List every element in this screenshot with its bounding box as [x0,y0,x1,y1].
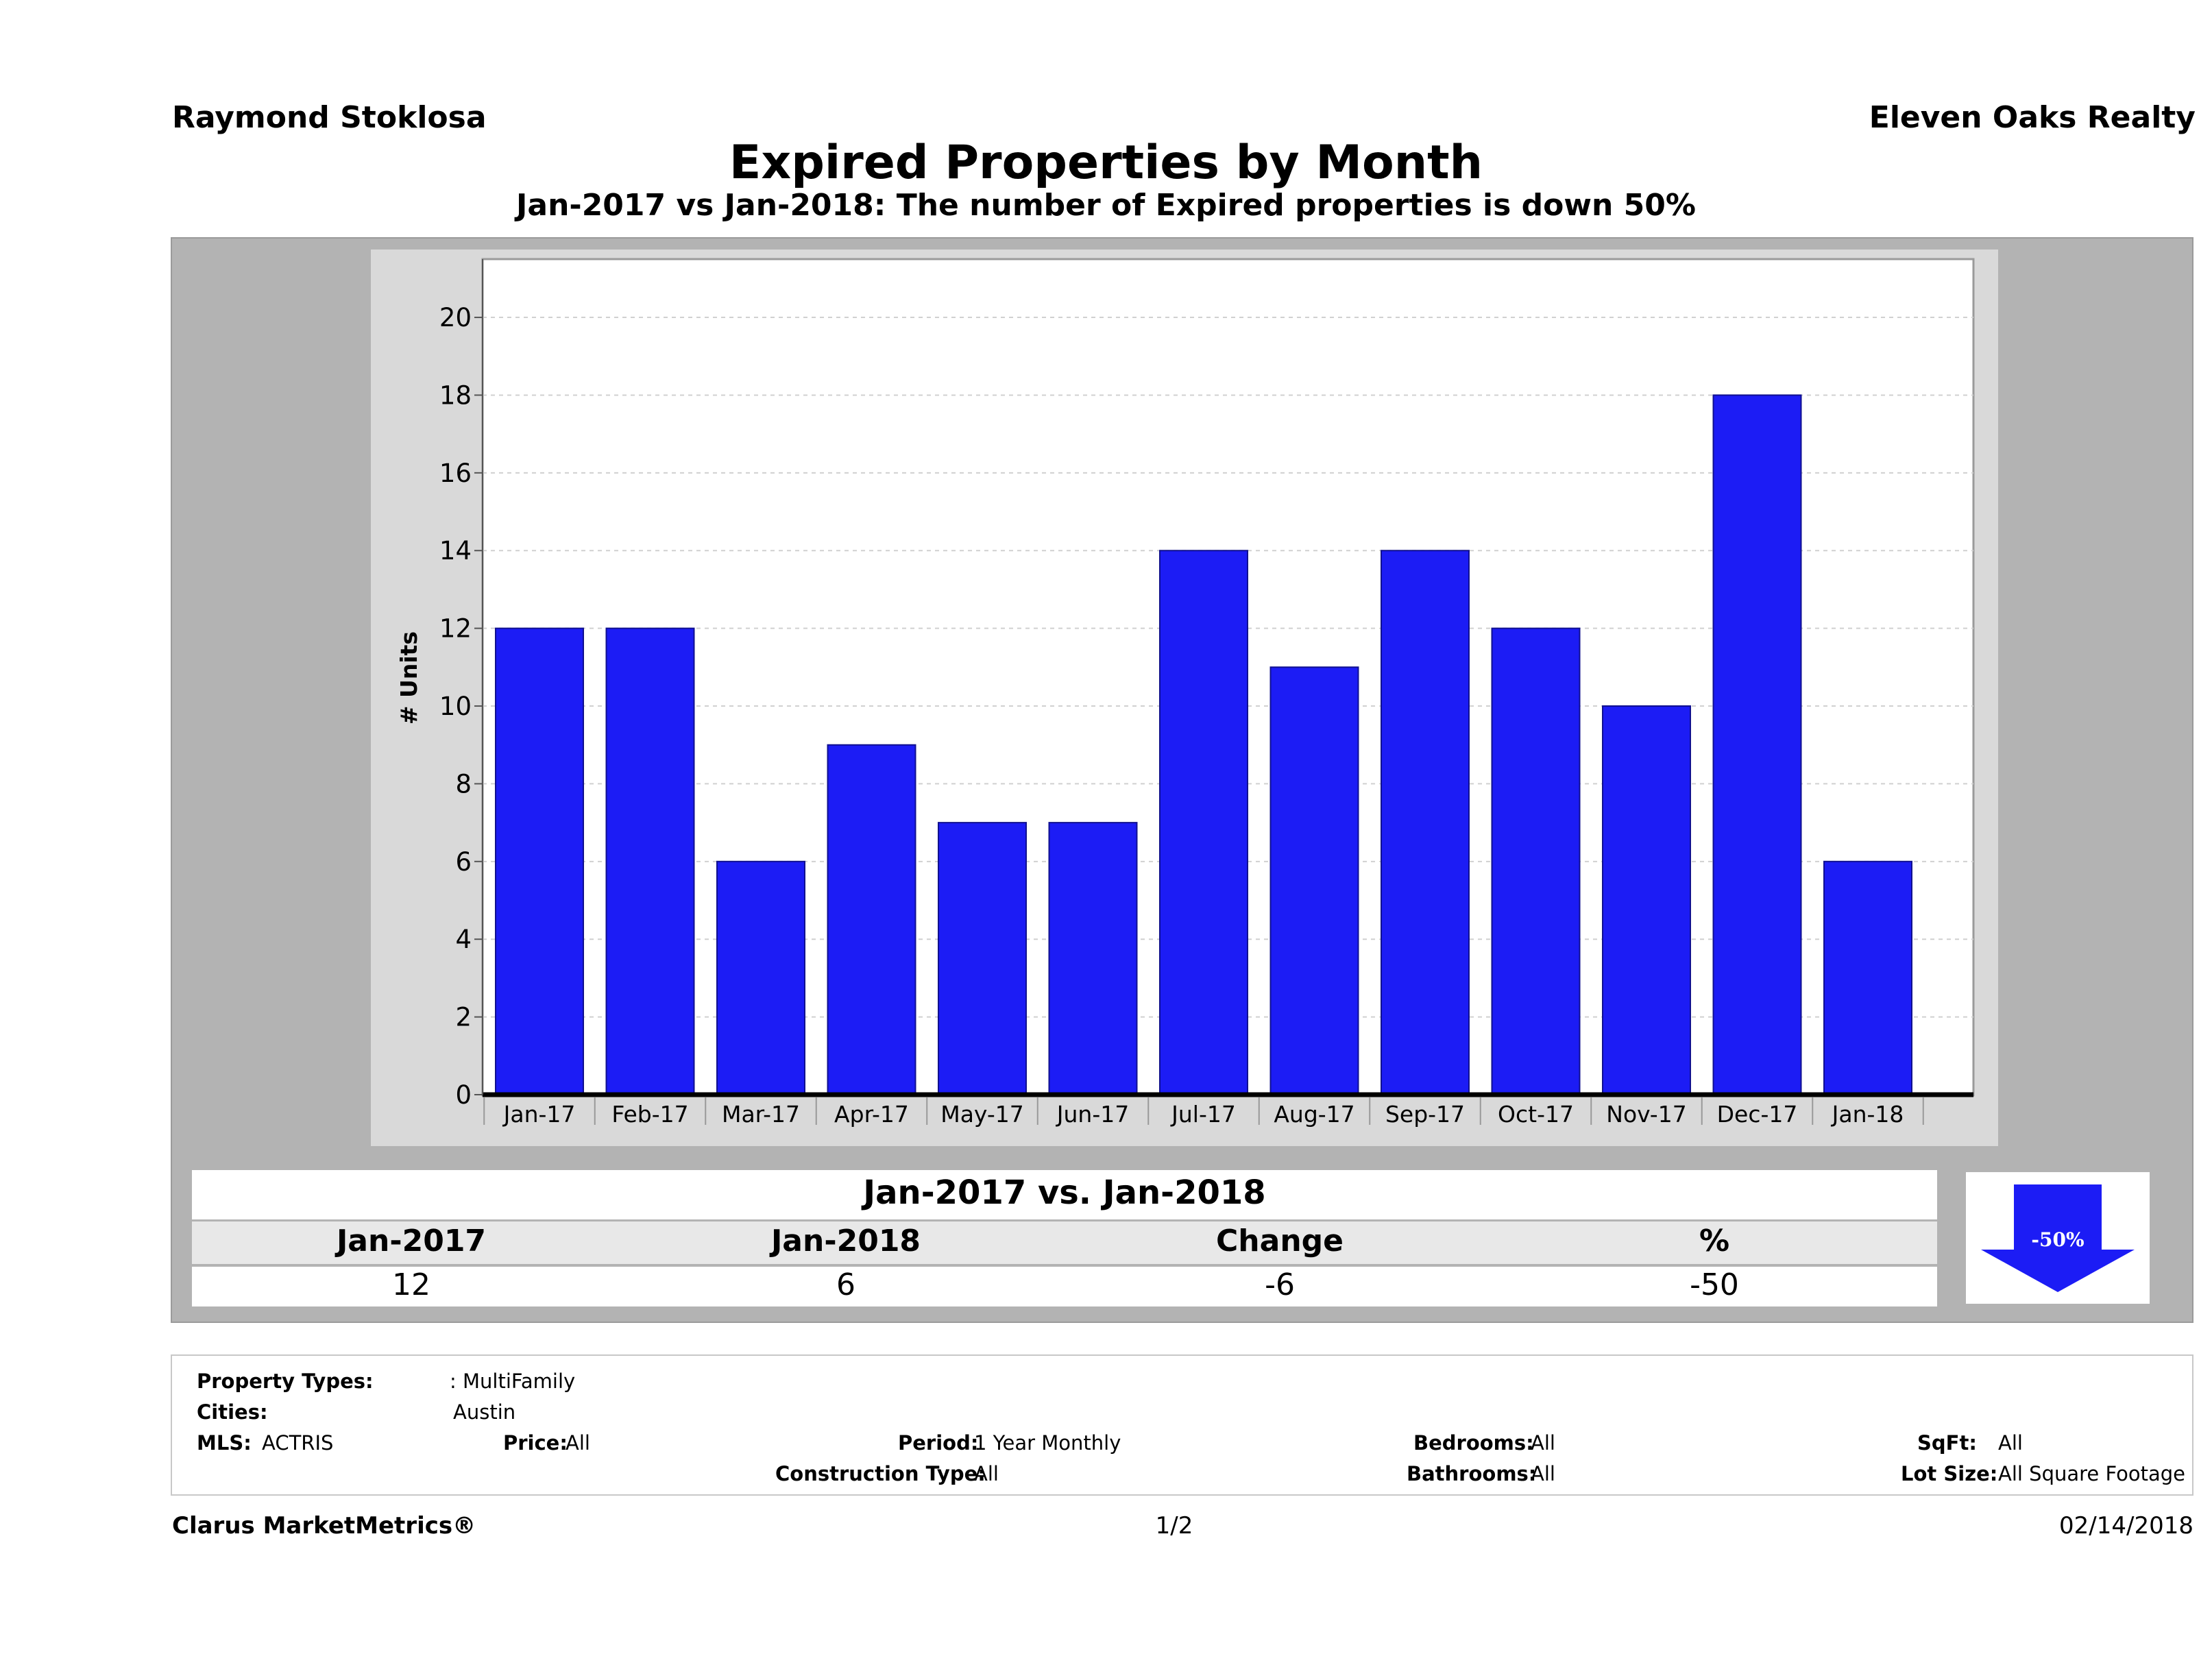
summary-header-jan2017: Jan-2017 [336,1224,487,1258]
sqft-value: All [1998,1431,2023,1455]
property-types-label: Property Types: [197,1370,374,1393]
summary-value-jan2018: 6 [836,1267,855,1302]
construction-type-value: All [974,1462,999,1485]
x-tick-label: Nov-17 [1606,1101,1686,1128]
period-label: Period: [898,1431,979,1455]
price-value: All [566,1431,590,1455]
x-tick-label: Feb-17 [611,1101,688,1128]
lot-size-value: All Square Footage [1998,1462,2186,1485]
bathrooms-value: All [1531,1462,1555,1485]
y-tick-label: 0 [455,1080,472,1110]
office-name: Eleven Oaks Realty [1869,100,2196,135]
x-tick-label: Sep-17 [1385,1101,1465,1128]
x-tick-label: Dec-17 [1717,1101,1798,1128]
bathrooms-label: Bathrooms: [1407,1462,1537,1485]
summary-title-row [192,1170,1937,1219]
price-label: Price: [503,1431,568,1455]
x-tick-label: Aug-17 [1274,1101,1354,1128]
y-tick-label: 14 [439,536,472,566]
bar-sep-17 [1381,550,1470,1095]
y-tick-label: 18 [439,380,472,410]
x-tick-label: Jul-17 [1170,1101,1236,1128]
x-tick-label: Jan-18 [1831,1101,1904,1128]
bar-aug-17 [1269,666,1359,1095]
bar-jan-18 [1823,860,1912,1095]
summary-header-row [192,1221,1937,1264]
x-tick-label: Apr-17 [834,1101,909,1128]
bedrooms-label: Bedrooms: [1413,1431,1534,1455]
cities-value: Austin [453,1400,516,1424]
x-tick-label: Jun-17 [1056,1101,1129,1128]
filter-panel [171,1354,2193,1496]
bar-feb-17 [605,627,695,1095]
y-axis-label: # Units [396,631,422,725]
footer-date: 02/14/2018 [2059,1512,2193,1540]
y-tick-label: 20 [439,303,472,332]
bedrooms-value: All [1531,1431,1555,1455]
summary-title: Jan-2017 vs. Jan-2018 [863,1174,1266,1212]
y-tick-label: 12 [439,614,472,644]
lot-size-label: Lot Size: [1901,1462,1998,1485]
x-tick-label: Jan-17 [502,1101,576,1128]
x-tick-label: Oct-17 [1498,1101,1574,1128]
bar-nov-17 [1602,705,1691,1095]
construction-type-label: Construction Type: [775,1462,986,1485]
footer-brand: Clarus MarketMetrics® [172,1512,476,1540]
summary-header-percent: % [1699,1224,1730,1258]
bar-may-17 [938,822,1027,1095]
summary-value-change: -6 [1265,1267,1295,1302]
bar-jul-17 [1159,550,1248,1095]
bar-jun-17 [1048,822,1138,1095]
summary-header-change: Change [1216,1224,1344,1258]
chart-subtitle: Jan-2017 vs Jan-2018: The number of Expi… [516,188,1696,223]
x-tick-label: Mar-17 [722,1101,800,1128]
agent-name: Raymond Stoklosa [172,100,487,135]
y-tick-label: 8 [455,769,472,799]
property-types-value: : MultiFamily [450,1370,576,1393]
change-badge-label: -50% [2031,1228,2084,1251]
summary-value-row [192,1267,1937,1306]
bar-mar-17 [716,860,805,1095]
summary-value-jan2017: 12 [392,1267,430,1302]
bar-chart: 0 2 4 6 8 10 12 14 16 18 20 Jan-17 Feb-17 Mar-17 Apr-1… [396,258,1975,1128]
y-tick-label: 10 [439,692,472,721]
mls-value: ACTRIS [262,1431,334,1455]
y-tick-label: 16 [439,459,472,488]
y-tick-label: 2 [455,1003,472,1032]
chart-title: Expired Properties by Month [729,136,1483,190]
x-tick-label: May-17 [940,1101,1024,1128]
sqft-label: SqFt: [1917,1431,1977,1455]
summary-header-jan2018: Jan-2018 [770,1224,921,1258]
bar-dec-17 [1712,394,1802,1096]
y-tick-label: 6 [455,847,472,877]
bar-oct-17 [1491,627,1581,1095]
summary-value-percent: -50 [1690,1267,1739,1302]
cities-label: Cities: [197,1400,268,1424]
bar-apr-17 [827,744,916,1096]
period-value: 1 Year Monthly [974,1431,1121,1455]
down-arrow-icon: -50% [1981,1184,2135,1292]
mls-label: MLS: [197,1431,252,1455]
bar-jan-17 [495,627,584,1095]
footer-page-number: 1/2 [1155,1512,1193,1540]
y-tick-label: 4 [455,925,472,954]
